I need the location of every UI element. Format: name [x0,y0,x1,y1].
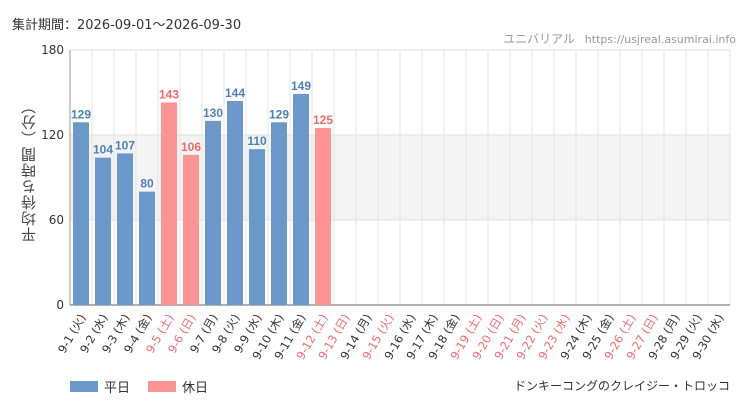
bar-value-label: 149 [291,79,311,93]
legend-weekday[interactable]: 平日 [70,377,130,396]
bar-value-label: 106 [181,140,201,154]
legend-holiday[interactable]: 休日 [148,377,208,396]
bar-value-label: 107 [115,138,135,152]
bar [249,149,265,305]
legend-holiday-label: 休日 [182,381,209,396]
source-name: ユニバリアル [503,32,575,46]
bar [271,122,287,305]
bar [161,102,177,306]
bar [315,127,331,306]
bar [139,191,155,305]
bar-value-label: 125 [313,113,333,127]
holiday-swatch [148,381,177,392]
bar-value-label: 129 [269,107,289,121]
period-label: 集計期間：2026-09-01～2026-09-30 [12,18,242,33]
bar [205,120,221,305]
bar-value-label: 110 [247,134,267,148]
y-tick-label: 0 [56,298,64,312]
bar [73,122,89,305]
attraction-name: ドンキーコングのクレイジー・トロッコ [513,379,730,393]
y-tick-label: 180 [41,43,64,57]
bar-value-label: 80 [140,177,154,191]
bar [117,153,133,305]
bar [95,157,111,305]
weekday-swatch [70,381,98,392]
bar-value-label: 104 [93,143,113,157]
bar-value-label: 144 [225,86,245,100]
y-tick-label: 120 [41,128,64,142]
legend: 平日 休日 [70,377,208,396]
bar-value-label: 130 [203,106,223,120]
source-credit[interactable]: ユニバリアル https://usjreal.asumirai.info [503,30,736,47]
legend-weekday-label: 平日 [104,381,131,396]
bar [183,154,199,305]
bar-value-label: 129 [71,107,91,121]
bar [227,101,243,305]
bar [293,93,309,306]
bar-value-label: 143 [159,87,179,101]
source-url[interactable]: https://usjreal.asumirai.info [584,33,736,46]
y-tick-label: 60 [49,213,64,227]
